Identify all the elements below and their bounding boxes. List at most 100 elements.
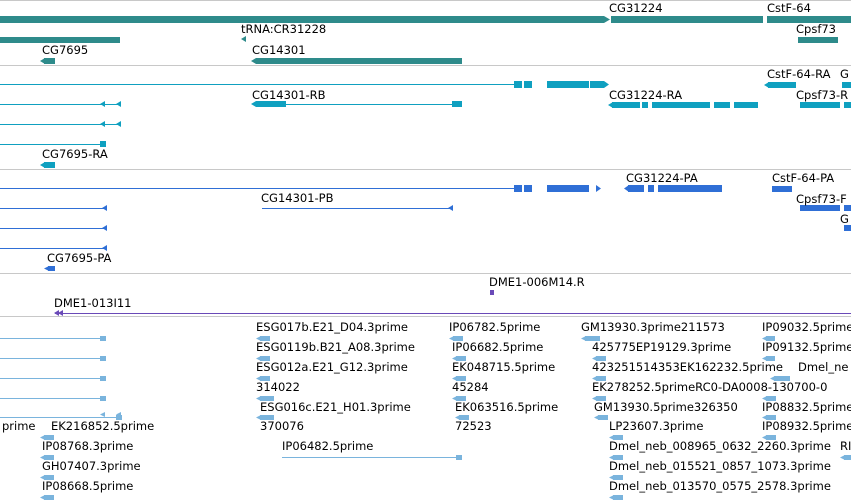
est-arrow[interactable] — [840, 455, 845, 460]
est-block[interactable] — [100, 396, 106, 401]
exon-block[interactable] — [658, 185, 722, 192]
gene-arrow[interactable] — [251, 58, 256, 64]
est-arrow[interactable] — [609, 455, 614, 460]
exon-block[interactable] — [256, 101, 286, 107]
strand-arrow[interactable] — [608, 102, 613, 108]
est-arrow[interactable] — [770, 376, 775, 381]
exon-block[interactable] — [714, 102, 730, 108]
est-block[interactable] — [456, 455, 462, 460]
est-block[interactable] — [596, 376, 606, 381]
est-arrow[interactable] — [609, 435, 614, 440]
exon-block[interactable] — [514, 81, 522, 88]
strand-arrow[interactable] — [44, 266, 49, 271]
est-block[interactable] — [766, 415, 776, 420]
bac-end[interactable] — [490, 290, 494, 295]
exon-block[interactable] — [844, 205, 851, 211]
est-block[interactable] — [260, 356, 270, 361]
est-block[interactable] — [613, 455, 623, 460]
est-arrow[interactable] — [452, 356, 457, 361]
strand-arrow[interactable] — [624, 185, 629, 192]
exon-block[interactable] — [648, 185, 654, 192]
est-block[interactable] — [260, 376, 270, 381]
est-block[interactable] — [596, 396, 606, 401]
est-arrow[interactable] — [455, 415, 460, 420]
est-arrow[interactable] — [256, 356, 261, 361]
strand-arrow[interactable] — [764, 82, 769, 88]
est-arrow[interactable] — [40, 495, 45, 500]
est-block[interactable] — [613, 475, 623, 480]
est-arrow[interactable] — [762, 336, 767, 341]
est-arrow[interactable] — [256, 415, 261, 420]
est-arrow[interactable] — [449, 336, 454, 341]
exon-block[interactable] — [734, 102, 758, 108]
est-arrow[interactable] — [762, 415, 767, 420]
bac-end[interactable] — [54, 310, 59, 316]
exon-block[interactable] — [652, 102, 710, 108]
est-block[interactable] — [459, 415, 469, 420]
est-arrow[interactable] — [609, 475, 614, 480]
est-block[interactable] — [44, 475, 54, 480]
est-arrow[interactable] — [762, 435, 767, 440]
gene-block[interactable] — [44, 58, 55, 64]
est-block[interactable] — [456, 356, 466, 361]
gene-arrow[interactable] — [241, 36, 246, 42]
exon-block[interactable] — [524, 185, 532, 192]
est-block[interactable] — [116, 415, 122, 420]
est-block[interactable] — [598, 415, 608, 420]
est-arrow[interactable] — [762, 396, 767, 401]
est-arrow[interactable] — [116, 412, 121, 417]
est-block[interactable] — [100, 376, 106, 381]
gene-block[interactable] — [0, 37, 120, 43]
exon-block[interactable] — [842, 82, 851, 88]
est-block[interactable] — [44, 435, 54, 440]
exon-block[interactable] — [772, 186, 792, 192]
exon-block[interactable] — [44, 162, 55, 168]
exon-block[interactable] — [628, 185, 644, 192]
est-arrow[interactable] — [256, 376, 261, 381]
est-block[interactable] — [596, 356, 606, 361]
est-block[interactable] — [844, 455, 851, 460]
gene-block[interactable] — [798, 37, 838, 43]
est-arrow[interactable] — [592, 356, 597, 361]
exon-block[interactable] — [768, 82, 796, 88]
exon-block[interactable] — [524, 81, 532, 88]
est-block[interactable] — [766, 336, 775, 341]
est-block[interactable] — [766, 356, 775, 361]
est-block[interactable] — [260, 336, 270, 341]
est-block[interactable] — [585, 336, 600, 341]
est-arrow[interactable] — [40, 435, 45, 440]
exon-block[interactable] — [800, 102, 840, 108]
exon-block[interactable] — [547, 81, 589, 88]
strand-arrow[interactable] — [596, 185, 601, 192]
exon-block[interactable] — [514, 185, 522, 192]
est-arrow[interactable] — [609, 495, 614, 500]
est-block[interactable] — [260, 415, 274, 420]
est-arrow[interactable] — [581, 336, 586, 341]
gene-block[interactable] — [767, 16, 851, 23]
est-arrow[interactable] — [100, 412, 105, 417]
bac-end[interactable] — [58, 310, 63, 316]
strand-arrow[interactable] — [116, 121, 121, 127]
est-block[interactable] — [44, 455, 54, 460]
exon-block[interactable] — [800, 205, 840, 211]
est-block[interactable] — [766, 435, 776, 440]
est-block[interactable] — [260, 396, 274, 401]
strand-arrow[interactable] — [40, 162, 45, 168]
gene-arrow[interactable] — [40, 58, 45, 64]
est-block[interactable] — [100, 336, 106, 341]
exon-block[interactable] — [100, 141, 106, 147]
gene-block[interactable] — [0, 16, 604, 23]
est-arrow[interactable] — [592, 396, 597, 401]
est-block[interactable] — [766, 396, 776, 401]
exon-block[interactable] — [612, 102, 640, 108]
exon-block[interactable] — [452, 101, 462, 107]
strand-arrow[interactable] — [102, 245, 107, 251]
strand-arrow[interactable] — [100, 101, 105, 107]
est-block[interactable] — [44, 495, 54, 500]
est-arrow[interactable] — [452, 376, 457, 381]
strand-arrow[interactable] — [102, 225, 107, 231]
est-arrow[interactable] — [256, 336, 261, 341]
exon-block[interactable] — [844, 225, 851, 231]
est-block[interactable] — [456, 376, 466, 381]
